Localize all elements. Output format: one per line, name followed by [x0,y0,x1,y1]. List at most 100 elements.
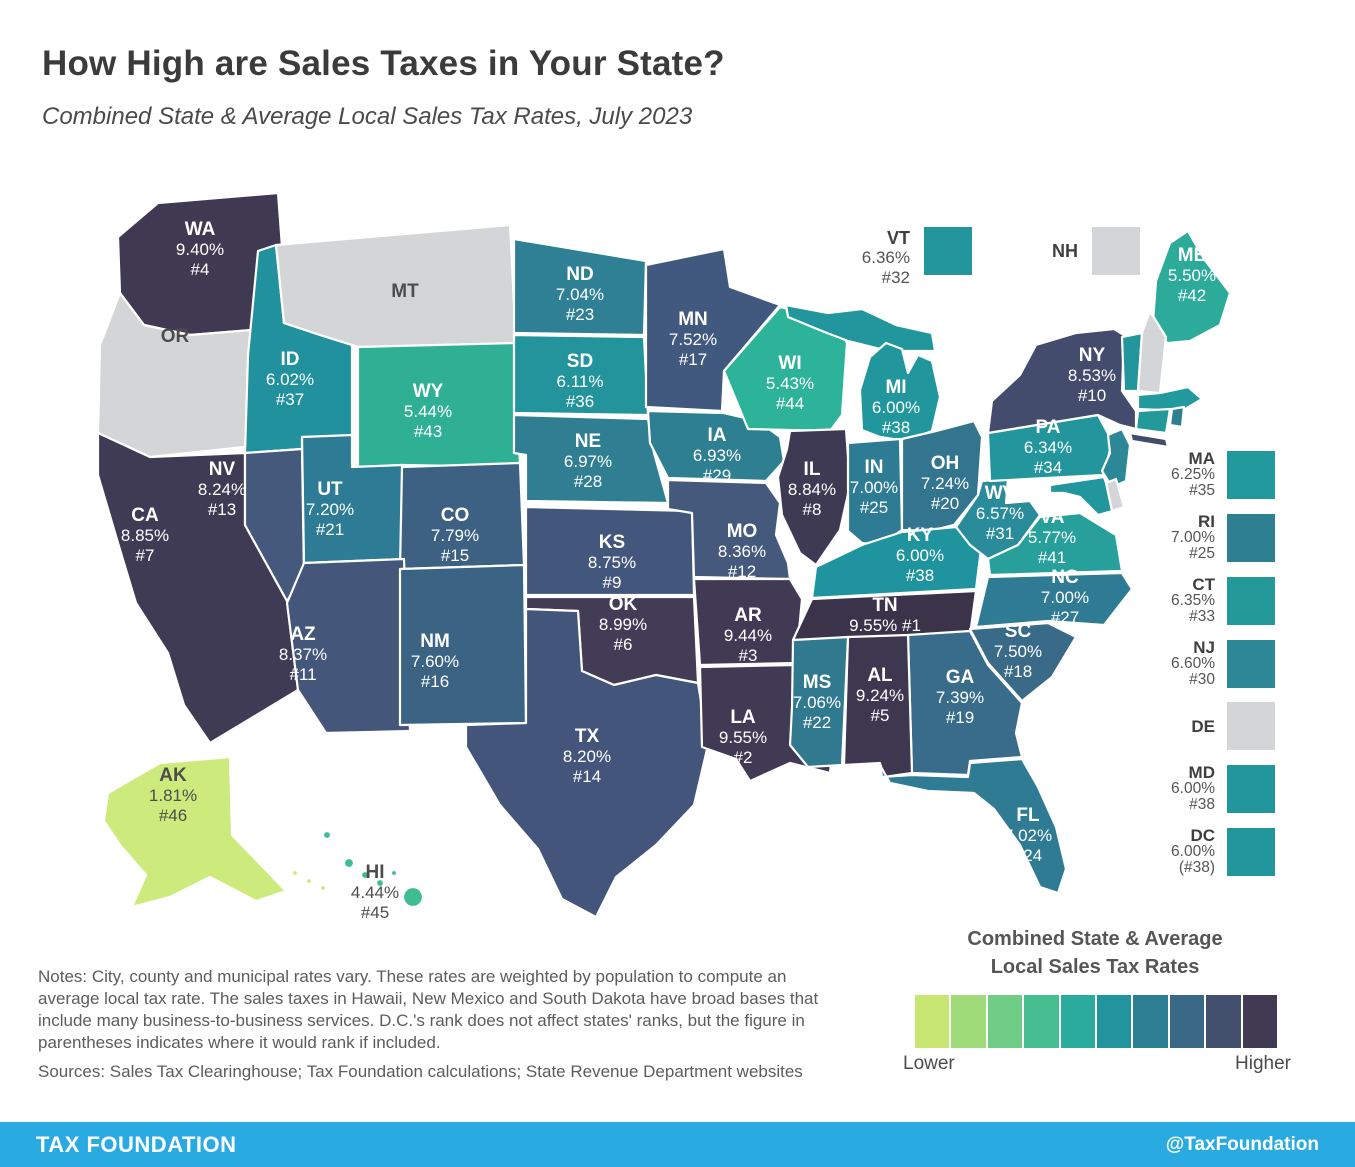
state-FL [878,757,1068,895]
color-scale-bar [915,995,1278,1048]
scale-lower-label: Lower [903,1053,955,1074]
legend-DC-abbr: DC [1190,826,1215,845]
legend-RI-swatch [1227,513,1275,562]
scale-segment-2 [951,995,986,1048]
state-label-MT: MT [391,281,419,302]
state-HI-island [359,869,371,881]
state-label-MN: MN 7.52% #17 [669,309,717,369]
state-AK-aleutian-island [304,876,314,886]
state-HI-island [374,877,386,889]
legend-RI-rate: 7.00% [1171,529,1215,546]
legend-entry-MA: MA 6.25% #35 [1140,450,1275,499]
state-label-NV: NV 8.24% #13 [198,459,246,519]
footer-social-handle[interactable]: @TaxFoundation [1165,1133,1319,1155]
state-label-NY: NY 8.53% #10 [1068,345,1116,405]
scale-segment-10 [1242,995,1278,1048]
legend-VT-rate: 6.36% [861,248,910,267]
state-label-ND: ND 7.04% #23 [556,264,604,324]
state-NC [974,571,1134,629]
legend-MD-rank: #38 [1189,796,1215,813]
state-label-LA: LA 9.55% #2 [719,707,767,767]
color-scale-labels: Lower Higher [903,1053,1291,1075]
sources-text: Sources: Sales Tax Clearinghouse; Tax Fo… [38,1062,803,1081]
legend-CT-swatch [1227,576,1275,625]
legend-NH-swatch [1092,227,1140,275]
scale-segment-4 [1024,995,1059,1048]
scale-segment-7 [1133,995,1168,1048]
scale-segment-6 [1097,995,1132,1048]
state-label-UT: UT 7.20% #21 [306,479,354,539]
state-label-VA: VA 5.77% #41 [1028,507,1076,567]
legend-NJ-rank: #30 [1189,671,1215,688]
legend-MA-swatch [1227,450,1275,499]
state-AK-aleutian-island [318,883,328,893]
state-MA [1136,385,1204,413]
legend-MA-rank: #35 [1189,482,1215,499]
state-label-WI: WI 5.43% #44 [766,353,814,413]
state-ND [512,237,648,337]
state-MI-upper-peninsula [784,303,937,353]
state-NJ [1100,427,1132,489]
state-label-AK: AK 1.81% #46 [149,765,197,825]
state-NY [986,327,1138,435]
state-AK-aleutian-island [290,868,300,878]
state-label-AZ: AZ 8.37% #11 [279,624,327,684]
page-subtitle: Combined State & Average Local Sales Tax… [42,103,693,130]
state-label-PA: PA 6.34% #34 [1024,417,1072,477]
state-label-SD: SD 6.11% #36 [557,351,604,411]
state-label-IL: IL 8.84% #8 [788,459,836,519]
state-label-IA: IA 6.93% #29 [693,425,741,485]
state-MD [1048,475,1114,517]
legend-NH-abbr: NH [1052,241,1078,261]
legend-NJ-swatch [1227,639,1275,688]
state-label-WA: WA 9.40% #4 [176,219,224,279]
page-title: How High are Sales Taxes in Your State? [42,44,725,83]
state-label-HI: HI 4.44% #45 [351,862,399,922]
state-MT [274,223,518,349]
state-label-OH: OH 7.24% #20 [921,453,969,513]
legend-NJ-rate: 6.60% [1171,655,1215,672]
state-label-KY: KY 6.00% #38 [896,525,944,585]
state-MO [666,478,792,581]
legend-CT-rate: 6.35% [1171,592,1215,609]
state-label-NE: NE 6.97% #28 [564,431,612,491]
legend-VT-swatch [924,227,972,275]
footer-bar: TAX FOUNDATION @TaxFoundation [0,1122,1355,1167]
scale-segment-9 [1206,995,1241,1048]
scale-segment-1 [915,995,950,1048]
state-label-WV: WV 6.57% #31 [976,483,1024,543]
legend-entry-CT: CT 6.35% #33 [1140,576,1275,625]
legend-entry-NH: NH [1028,227,1140,275]
state-label-OR: OR [161,326,190,347]
footer-brand: TAX FOUNDATION [36,1131,237,1157]
legend-entry-VT: VT 6.36% #32 [818,227,972,288]
state-label-CO: CO 7.79% #15 [431,505,479,565]
small-states-legend: MA 6.25% #35 RI 7.00% #25 CT 6.35% #33 NJ 6.60% #30… [1140,450,1275,876]
legend-DC-swatch [1227,827,1275,876]
state-label-GA: GA 7.39% #19 [936,667,984,727]
legend-CT-rank: #33 [1189,608,1215,625]
legend-MD-abbr: MD [1188,763,1215,782]
scale-higher-label: Higher [1235,1053,1291,1074]
state-HI-island [389,868,399,878]
us-choropleth-map: WA 9.40% #4 OR CA 8.85% #7 ID 6.02% #37 NV 8.24% #13… [96,191,1232,922]
legend-entry-DC: DC 6.00% (#38) [1140,827,1275,876]
state-label-ID: ID 6.02% #37 [266,349,314,409]
legend-VT-rank: #32 [881,268,910,287]
state-label-IN: IN 7.00% #25 [850,457,898,517]
notes-text: Notes: City, county and municipal rates … [38,967,819,1053]
state-GA [906,629,1024,777]
state-AK [102,755,288,909]
state-label-KS: KS 8.75% #9 [588,532,636,592]
state-HI-island [342,856,356,870]
legend-MD-swatch [1227,764,1275,813]
state-ME [1150,229,1232,345]
state-TX [464,607,710,919]
scale-legend-title: Combined State & Average Local Sales Tax… [967,928,1223,978]
state-HI-island [401,885,425,909]
state-label-ME: ME 5.50% #42 [1168,245,1216,305]
legend-entry-NJ: NJ 6.60% #30 [1140,639,1275,688]
state-KS [524,505,696,597]
legend-DC-rank: (#38) [1178,859,1215,876]
state-label-TX: TX 8.20% #14 [563,726,611,786]
